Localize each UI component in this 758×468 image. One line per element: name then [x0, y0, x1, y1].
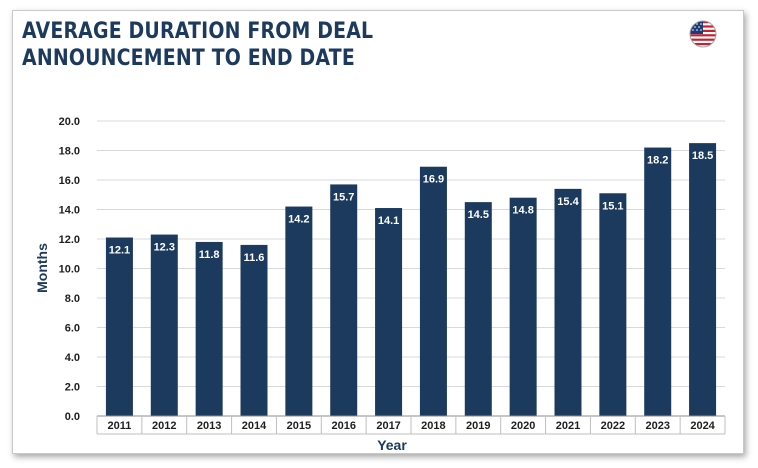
y-tick-label: 0.0 — [65, 411, 80, 423]
data-label-2013: 11.8 — [199, 249, 220, 261]
x-tick-label: 2014 — [242, 420, 267, 432]
bar-2021 — [554, 188, 582, 416]
bar-2020 — [509, 197, 537, 416]
data-label-2018: 16.9 — [423, 174, 444, 186]
bars — [105, 143, 717, 417]
y-tick-label: 10.0 — [59, 264, 80, 276]
gridlines — [97, 120, 725, 387]
x-tick-label: 2023 — [645, 420, 669, 432]
x-axis-title: Year — [377, 437, 407, 453]
x-tick-label: 2018 — [421, 420, 445, 432]
y-tick-label: 8.0 — [65, 293, 80, 305]
y-tick-label: 16.0 — [59, 175, 80, 187]
bar-2023 — [644, 147, 672, 417]
bar-2015 — [285, 206, 313, 416]
x-tick-label: 2015 — [287, 420, 311, 432]
data-label-2011: 12.1 — [109, 245, 130, 257]
x-tick-label: 2011 — [107, 420, 131, 432]
bar-2022 — [599, 193, 627, 416]
chart-title-line-1: AVERAGE DURATION FROM DEAL — [22, 19, 374, 44]
x-axis: 2011 2012 2013 2014 2015 2016 2017 2018 2019 2020… — [96, 415, 726, 435]
y-tick-label: 6.0 — [65, 323, 80, 335]
y-tick-label: 14.0 — [59, 205, 80, 217]
bar-2017 — [375, 208, 403, 416]
y-axis-title: Months — [34, 243, 50, 293]
data-labels: 12.1 12.3 11.8 11.6 14.2 15.7 14.1 16.9 14.5 14.8… — [109, 150, 714, 264]
data-label-2014: 11.6 — [244, 252, 265, 264]
data-label-2016: 15.7 — [333, 191, 354, 203]
data-label-2015: 14.2 — [288, 214, 309, 226]
data-label-2019: 14.5 — [468, 209, 489, 221]
data-label-2017: 14.1 — [378, 215, 399, 227]
y-tick-label: 4.0 — [65, 352, 80, 364]
y-tick-label: 12.0 — [59, 234, 80, 246]
x-tick-label: 2022 — [601, 420, 625, 432]
data-label-2022: 15.1 — [602, 200, 623, 212]
y-tick-label: 2.0 — [65, 382, 80, 394]
data-label-2020: 14.8 — [512, 205, 533, 217]
y-axis-ticks: 0.0 2.0 4.0 6.0 8.0 10.0 12.0 14.0 16.0 18.0 20.0 — [59, 116, 80, 423]
bar-2014 — [240, 244, 268, 416]
chart-title-line-2: ANNOUNCEMENT TO END DATE — [22, 46, 355, 71]
x-tick-label: 2017 — [376, 420, 400, 432]
data-label-2021: 15.4 — [557, 196, 579, 208]
x-tick-label: 2019 — [466, 420, 490, 432]
bar-2024 — [689, 143, 717, 416]
chart-title: AVERAGE DURATION FROM DEAL ANNOUNCEMENT … — [22, 18, 469, 72]
x-tick-label: 2020 — [511, 420, 535, 432]
bar-2019 — [464, 202, 492, 416]
data-label-2024: 18.5 — [692, 150, 713, 162]
x-tick-label: 2016 — [331, 420, 355, 432]
us-flag-icon — [689, 20, 717, 48]
bar-2018 — [419, 166, 447, 416]
x-tick-label: 2024 — [690, 420, 715, 432]
x-tick-label: 2013 — [197, 420, 221, 432]
y-tick-label: 18.0 — [59, 146, 80, 158]
bar-2016 — [330, 184, 358, 416]
data-label-2023: 18.2 — [647, 155, 668, 167]
x-tick-label: 2012 — [152, 420, 176, 432]
bar-2013 — [195, 241, 223, 416]
bar-2011 — [105, 237, 133, 416]
data-label-2012: 12.3 — [154, 242, 175, 254]
bar-2012 — [150, 234, 178, 416]
y-tick-label: 20.0 — [59, 116, 80, 128]
x-tick-label: 2021 — [556, 420, 580, 432]
